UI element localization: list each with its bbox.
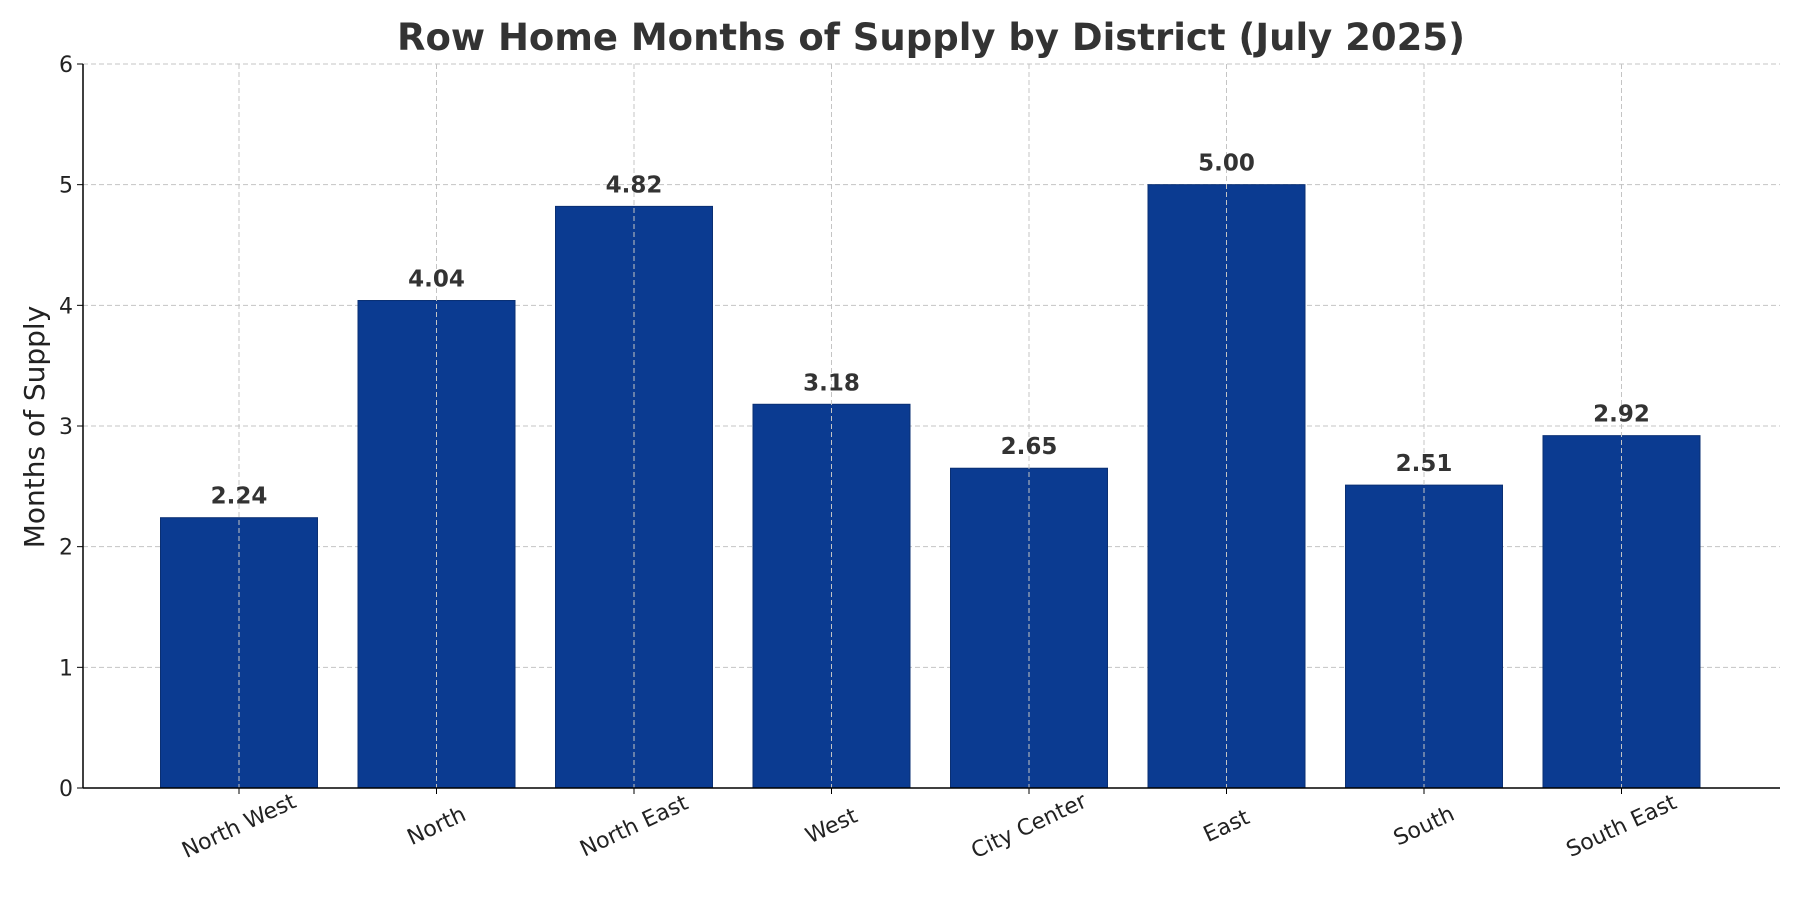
x-tick-label: City Center (968, 788, 1092, 864)
x-tick-label: North (404, 802, 470, 851)
x-tick-label: North West (178, 789, 300, 864)
data-label: 2.24 (211, 484, 268, 510)
vertical-grid-lines (238, 64, 1622, 788)
chart-title: Row Home Months of Supply by District (J… (397, 16, 1465, 59)
y-tick-label: 0 (59, 777, 73, 802)
data-label: 3.18 (803, 370, 860, 396)
x-tick-label: South East (1563, 790, 1681, 863)
y-tick-label: 6 (59, 53, 73, 78)
data-label: 5.00 (1198, 151, 1255, 177)
data-label: 4.04 (408, 267, 465, 293)
data-label: 2.92 (1593, 402, 1650, 428)
y-tick-label: 5 (59, 174, 73, 199)
data-labels: 2.24 4.04 4.82 3.18 2.65 5.00 2.51 2.92 (211, 151, 1650, 510)
grid-lines (83, 63, 1780, 668)
y-tick-label: 1 (59, 656, 73, 681)
y-tick-label: 4 (59, 294, 73, 319)
data-label: 4.82 (606, 172, 663, 198)
bar-east (1147, 184, 1306, 789)
x-tick-label: South (1390, 802, 1459, 852)
x-tick-label: East (1200, 805, 1254, 848)
x-tick-label: North East (576, 790, 692, 862)
y-tick-label: 2 (59, 536, 73, 561)
bars (160, 184, 1701, 789)
x-tick-label: West (802, 804, 862, 850)
x-tick-labels: North West North North East West City Center… (178, 788, 1681, 864)
data-label: 2.51 (1396, 451, 1453, 477)
data-label: 2.65 (1001, 434, 1058, 460)
y-axis-label: Months of Supply (18, 306, 51, 549)
y-tick-labels: 0 1 2 3 4 5 6 (59, 53, 83, 802)
y-tick-label: 3 (59, 415, 73, 440)
